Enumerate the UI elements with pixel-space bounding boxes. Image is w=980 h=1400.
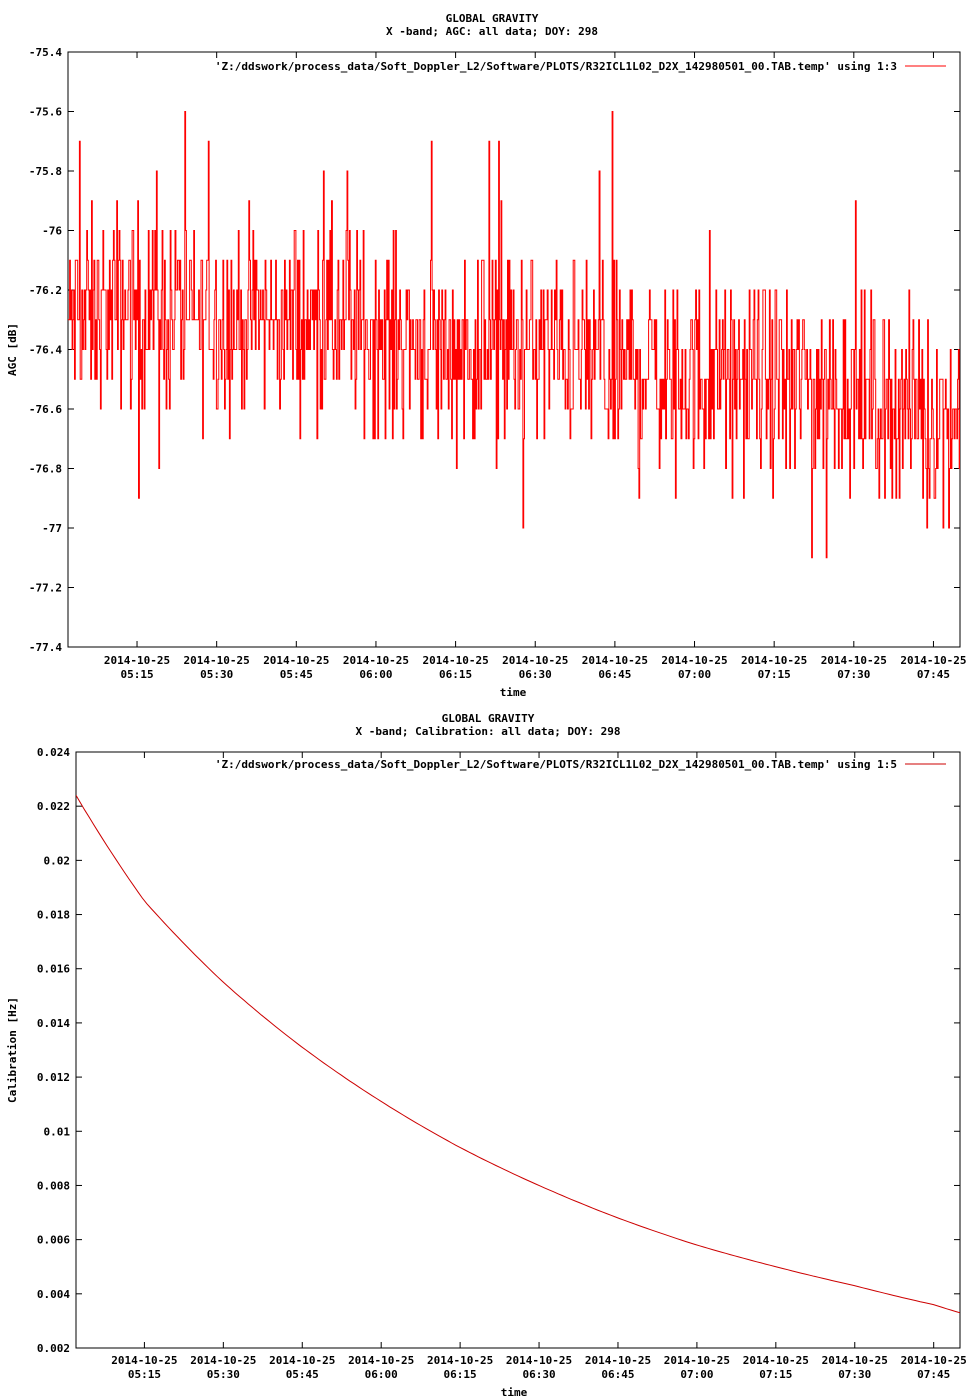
x-tick-time: 07:15 — [759, 1368, 792, 1381]
x-tick-date: 2014-10-25 — [822, 1354, 888, 1367]
y-axis-label: AGC [dB] — [6, 323, 19, 376]
y-tick-label: 0.008 — [37, 1179, 70, 1192]
x-tick-date: 2014-10-25 — [664, 1354, 730, 1367]
y-tick-label: -75.4 — [29, 46, 62, 59]
x-tick-time: 07:00 — [680, 1368, 713, 1381]
x-tick-time: 05:15 — [128, 1368, 161, 1381]
x-tick-time: 05:45 — [280, 668, 313, 681]
y-tick-label: 0.004 — [37, 1288, 70, 1301]
y-tick-label: -76.2 — [29, 284, 62, 297]
chart-title: GLOBAL GRAVITY — [446, 12, 539, 25]
x-tick-time: 06:00 — [365, 1368, 398, 1381]
x-tick-date: 2014-10-25 — [743, 1354, 809, 1367]
x-tick-time: 06:45 — [601, 1368, 634, 1381]
x-tick-date: 2014-10-25 — [900, 654, 966, 667]
x-tick-date: 2014-10-25 — [901, 1354, 967, 1367]
x-tick-date: 2014-10-25 — [422, 654, 488, 667]
x-tick-time: 06:15 — [439, 668, 472, 681]
x-tick-time: 05:15 — [120, 668, 153, 681]
y-tick-label: 0.022 — [37, 800, 70, 813]
x-tick-date: 2014-10-25 — [506, 1354, 572, 1367]
x-tick-date: 2014-10-25 — [190, 1354, 256, 1367]
x-axis-label: time — [500, 686, 527, 699]
y-tick-label: 0.006 — [37, 1234, 70, 1247]
x-tick-date: 2014-10-25 — [821, 654, 887, 667]
x-tick-time: 06:45 — [598, 668, 631, 681]
x-tick-time: 07:45 — [917, 668, 950, 681]
x-tick-time: 07:00 — [678, 668, 711, 681]
plot-frame — [75, 751, 961, 1349]
y-tick-label: -76.6 — [29, 403, 62, 416]
x-tick-date: 2014-10-25 — [269, 1354, 335, 1367]
x-tick-date: 2014-10-25 — [263, 654, 329, 667]
y-tick-label: -76.4 — [29, 344, 62, 357]
x-tick-time: 06:30 — [522, 1368, 555, 1381]
x-tick-date: 2014-10-25 — [111, 1354, 177, 1367]
legend-label: 'Z:/ddswork/process_data/Soft_Doppler_L2… — [215, 758, 897, 771]
y-tick-label: -75.8 — [29, 165, 62, 178]
y-tick-label: -76 — [42, 225, 62, 238]
x-tick-time: 07:45 — [917, 1368, 950, 1381]
x-tick-date: 2014-10-25 — [585, 1354, 651, 1367]
x-tick-time: 07:30 — [838, 1368, 871, 1381]
y-tick-label: 0.01 — [44, 1125, 71, 1138]
x-tick-time: 05:30 — [207, 1368, 240, 1381]
x-tick-time: 05:30 — [200, 668, 233, 681]
x-tick-date: 2014-10-25 — [582, 654, 648, 667]
series-line — [68, 111, 960, 559]
x-tick-time: 07:30 — [837, 668, 870, 681]
x-tick-date: 2014-10-25 — [741, 654, 807, 667]
series-line — [76, 795, 960, 1314]
x-tick-date: 2014-10-25 — [348, 1354, 414, 1367]
x-tick-time: 05:45 — [286, 1368, 319, 1381]
y-tick-label: 0.014 — [37, 1017, 70, 1030]
chart-subtitle: X -band; Calibration: all data; DOY: 298 — [356, 725, 621, 738]
y-tick-label: 0.012 — [37, 1071, 70, 1084]
y-tick-label: 0.02 — [44, 854, 71, 867]
x-tick-date: 2014-10-25 — [427, 1354, 493, 1367]
y-tick-label: -77.2 — [29, 582, 62, 595]
y-tick-label: -77 — [42, 522, 62, 535]
y-tick-label: -75.6 — [29, 106, 62, 119]
y-tick-label: -76.8 — [29, 463, 62, 476]
x-axis-label: time — [501, 1386, 528, 1399]
x-tick-date: 2014-10-25 — [502, 654, 568, 667]
y-axis-label: Calibration [Hz] — [6, 997, 19, 1103]
y-tick-label: 0.002 — [37, 1342, 70, 1355]
y-tick-label: 0.018 — [37, 909, 70, 922]
x-tick-time: 06:00 — [359, 668, 392, 681]
y-tick-label: -77.4 — [29, 641, 62, 654]
x-tick-time: 07:15 — [758, 668, 791, 681]
chart-title: GLOBAL GRAVITY — [442, 712, 535, 725]
x-tick-date: 2014-10-25 — [104, 654, 170, 667]
x-tick-time: 06:15 — [444, 1368, 477, 1381]
x-tick-date: 2014-10-25 — [184, 654, 250, 667]
chart-subtitle: X -band; AGC: all data; DOY: 298 — [386, 25, 598, 38]
x-tick-time: 06:30 — [519, 668, 552, 681]
x-tick-date: 2014-10-25 — [661, 654, 727, 667]
x-tick-date: 2014-10-25 — [343, 654, 409, 667]
y-tick-label: 0.016 — [37, 963, 70, 976]
legend-label: 'Z:/ddswork/process_data/Soft_Doppler_L2… — [215, 60, 897, 73]
y-tick-label: 0.024 — [37, 746, 70, 759]
